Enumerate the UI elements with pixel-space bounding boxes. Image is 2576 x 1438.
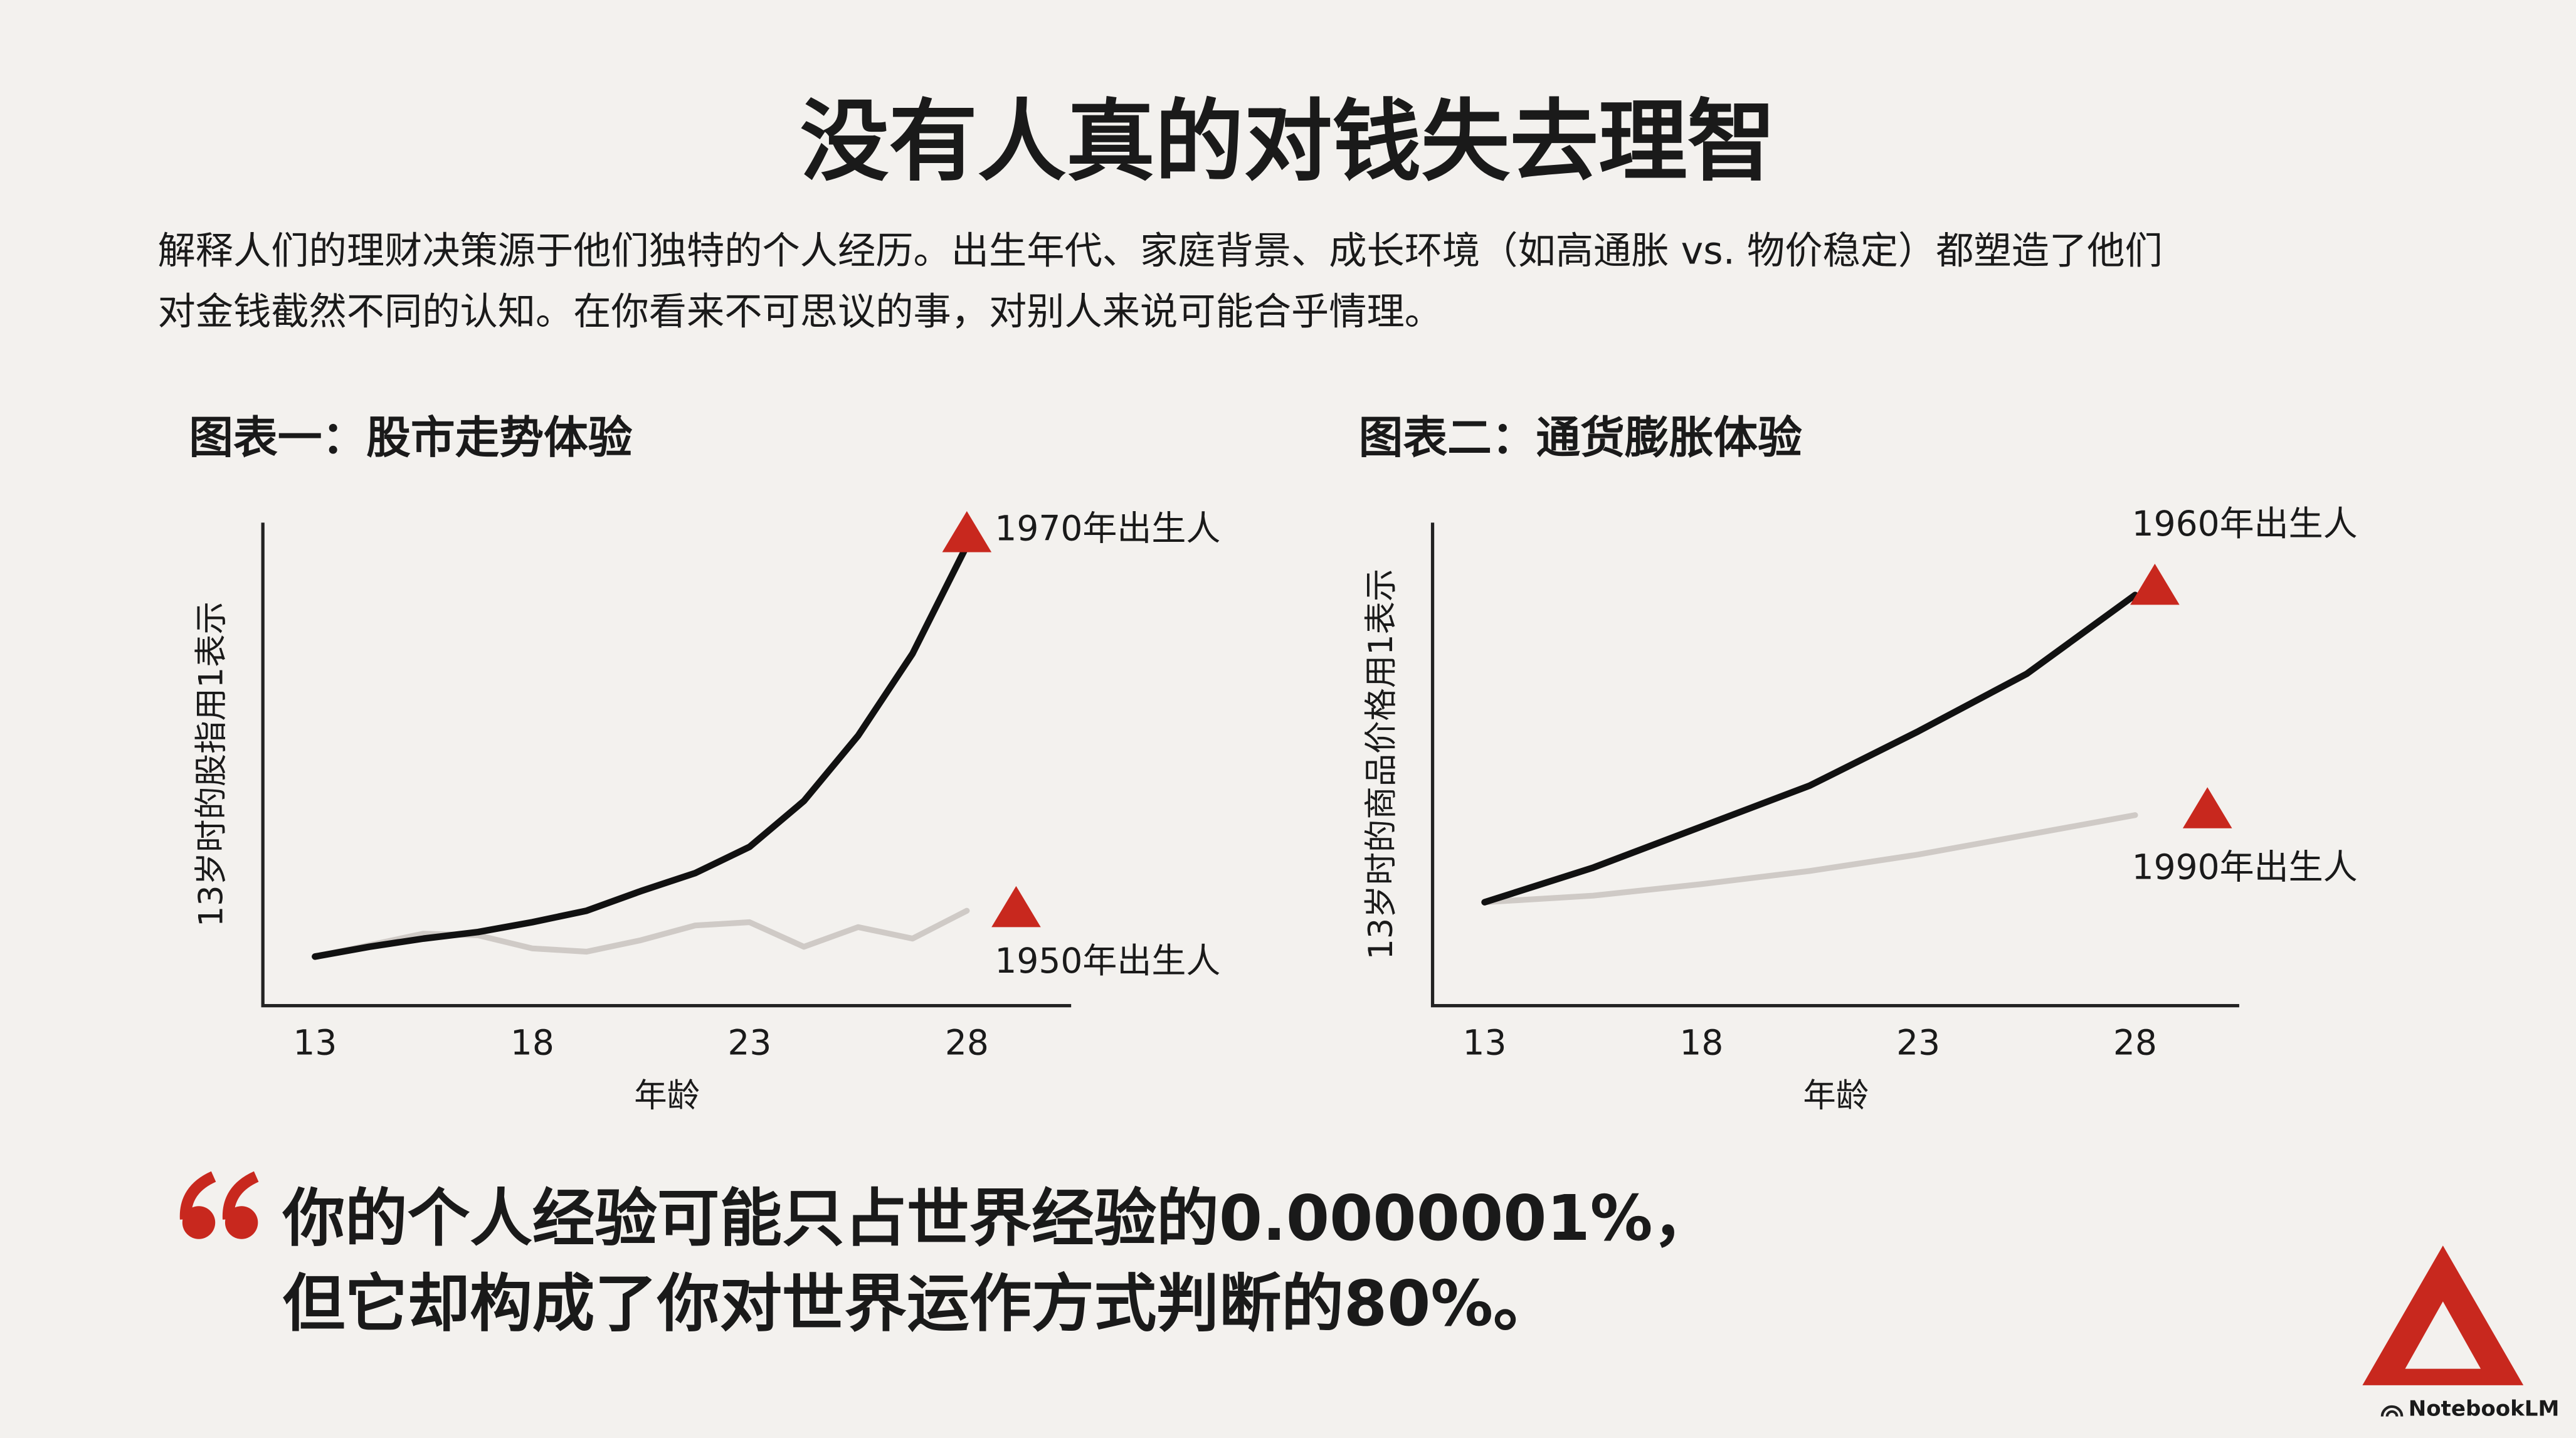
x-tick-label: 28 <box>2113 1023 2157 1063</box>
series-line <box>312 907 970 960</box>
x-tick-label: 13 <box>293 1023 337 1063</box>
x-tick-label: 23 <box>1896 1023 1940 1063</box>
y-axis-label: 13岁时的股指用1表示 <box>193 601 231 927</box>
description-line: 解释人们的理财决策源于他们独特的个人经历。出生年代、家庭背景、成长环境（如高通胀… <box>158 229 2163 273</box>
chart-title: 图表二：通货膨胀体验 <box>1359 411 1802 463</box>
series-label: 1960年出生人 <box>2132 504 2358 544</box>
series-line <box>1481 812 2138 906</box>
description-line: 对金钱截然不同的认知。在你看来不可思议的事，对别人来说可能合乎情理。 <box>158 290 1443 334</box>
series-line <box>312 542 971 960</box>
x-tick-label: 13 <box>1463 1023 1507 1063</box>
quote-line: 你的个人经验可能只占世界经验的0.0000001%， <box>282 1183 1715 1255</box>
brand: NotebookLM <box>2409 1397 2560 1422</box>
slide-title: 没有人真的对钱失去理智 <box>800 91 1776 194</box>
end-marker <box>991 886 1041 928</box>
y-axis-label: 13岁时的商品价格用1表示 <box>1362 569 1400 960</box>
series-label: 1970年出生人 <box>995 509 1220 549</box>
x-tick-label: 23 <box>727 1023 771 1063</box>
x-tick-label: 28 <box>945 1023 989 1063</box>
end-marker <box>2130 563 2180 605</box>
logo <box>2362 1245 2524 1385</box>
quote-line: 但它却构成了你对世界运作方式判断的80%。 <box>283 1268 1556 1340</box>
end-marker <box>942 510 992 552</box>
x-axis-label: 年龄 <box>1803 1076 1869 1114</box>
series-label: 1950年出生人 <box>995 941 1220 981</box>
brand-icon <box>2380 1405 2404 1417</box>
end-marker <box>2182 787 2232 828</box>
quote-mark <box>179 1171 259 1239</box>
axes <box>1430 522 2239 1008</box>
series-label: 1990年出生人 <box>2132 847 2358 887</box>
axes <box>261 522 1072 1008</box>
x-tick-label: 18 <box>510 1023 554 1063</box>
x-axis-label: 年龄 <box>634 1076 700 1114</box>
chart-title: 图表一：股市走势体验 <box>189 411 632 463</box>
x-tick-label: 18 <box>1679 1023 1723 1063</box>
series-line <box>1481 591 2139 906</box>
